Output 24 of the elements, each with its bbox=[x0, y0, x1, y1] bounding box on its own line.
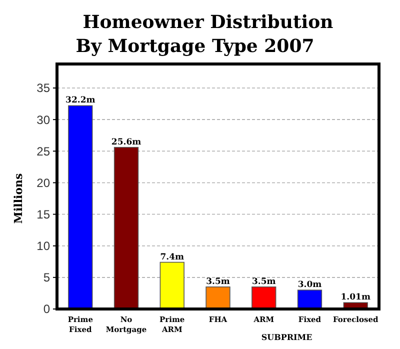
bar bbox=[206, 286, 230, 310]
data-label: 3.5m bbox=[252, 276, 276, 287]
data-label: 7.4m bbox=[160, 252, 184, 262]
y-tick-label: 15 bbox=[36, 207, 50, 222]
bar bbox=[160, 262, 184, 310]
text: SUBPRIME bbox=[261, 332, 312, 342]
data-label: 32.2m bbox=[66, 96, 96, 106]
y-tick-label: 5 bbox=[43, 270, 50, 285]
bar bbox=[114, 146, 139, 310]
data-label: 3.5m bbox=[206, 276, 230, 287]
y-tick-label: 25 bbox=[36, 144, 50, 158]
data-label: 1.01m bbox=[340, 292, 370, 303]
bar bbox=[297, 290, 322, 310]
bar bbox=[68, 105, 93, 310]
y-tick-label: 30 bbox=[36, 112, 50, 127]
data-label: 3.0m bbox=[298, 280, 322, 290]
bar bbox=[252, 286, 276, 310]
data-label: 25.6m bbox=[111, 137, 142, 148]
y-tick-label: 35 bbox=[36, 81, 50, 96]
y-tick-label: 10 bbox=[36, 239, 50, 254]
y-tick-label: 20 bbox=[36, 176, 50, 190]
y-axis-title: Millions bbox=[12, 173, 25, 224]
chart-title: Homeowner Distribution By Mortgage Type 2007 bbox=[76, 12, 334, 57]
y-tick-label: 0 bbox=[43, 302, 50, 316]
